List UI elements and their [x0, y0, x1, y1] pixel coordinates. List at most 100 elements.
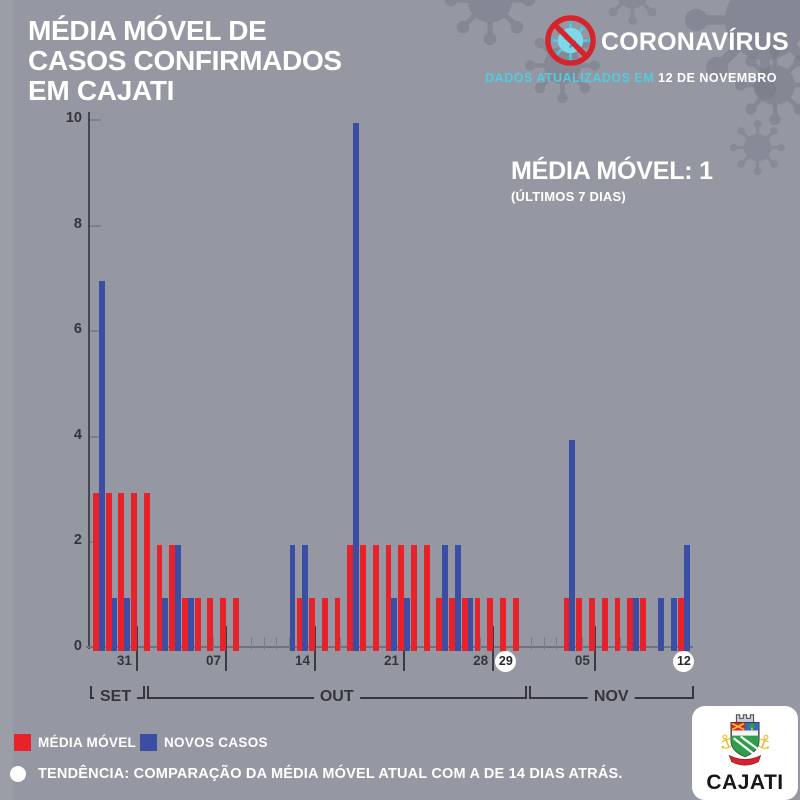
y-tick-mark: [90, 119, 101, 121]
chart-legend: MÉDIA MÓVEL NOVOS CASOS: [14, 734, 434, 756]
day-tick-mark: [543, 637, 545, 650]
x-date-badge: 29: [495, 651, 517, 672]
bar-media-movel: [334, 598, 341, 651]
bar-media-movel: [347, 545, 354, 651]
page-title: MÉDIA MÓVEL DE CASOS CONFIRMADOS EM CAJA…: [28, 16, 342, 106]
day-tick-mark: [263, 637, 265, 650]
legend-item-novos-casos: NOVOS CASOS: [140, 734, 268, 751]
bar-media-movel: [118, 492, 125, 651]
month-label-nov: NOV: [587, 688, 635, 705]
bar-media-movel: [156, 545, 163, 651]
legend-label-novos-casos: NOVOS CASOS: [164, 735, 268, 750]
bar-media-movel: [309, 598, 316, 651]
bar-media-movel: [576, 598, 583, 651]
updated-prefix: DADOS ATUALIZADOS EM: [485, 71, 655, 85]
x-tick-label: 14: [295, 653, 311, 668]
bar-media-movel: [563, 598, 570, 651]
bar-media-movel: [614, 598, 621, 651]
bar-media-movel: [639, 598, 646, 651]
bar-media-movel: [182, 598, 188, 651]
bar-media-movel: [143, 492, 150, 651]
x-tick-label: 21: [384, 653, 400, 668]
brand-block: CORONAVÍRUS: [543, 13, 789, 69]
month-bracket-out: OUT: [146, 686, 527, 705]
day-tick-mark: [505, 637, 507, 650]
bar-media-movel: [131, 492, 137, 651]
bar-novos-casos: [658, 598, 665, 651]
x-tick-line: [314, 626, 316, 671]
bar-media-movel: [601, 598, 608, 651]
x-tick-line: [136, 626, 138, 671]
day-tick-mark: [607, 637, 609, 650]
month-bracket-set: SET: [90, 686, 145, 705]
day-tick-mark: [619, 637, 621, 650]
bar-media-movel: [93, 492, 99, 651]
title-line-1: MÉDIA MÓVEL DE: [28, 15, 267, 46]
bar-media-movel: [232, 598, 239, 651]
cajati-logo-card: ⚓ ⚓ CAJATI: [692, 706, 798, 800]
x-tick-label: 31: [116, 653, 132, 668]
trend-note-text: TENDÊNCIA: COMPARAÇÃO DA MÉDIA MÓVEL ATU…: [38, 766, 623, 782]
x-date-badge: 12: [673, 651, 695, 672]
bar-media-movel: [207, 598, 214, 651]
bar-novos-casos: [162, 598, 169, 651]
day-tick-mark: [276, 637, 278, 650]
bar-novos-casos: [569, 439, 576, 651]
bar-novos-casos: [391, 598, 398, 651]
day-tick-mark: [556, 637, 558, 650]
legend-swatch-media-movel: [14, 734, 31, 751]
month-label-set: SET: [94, 688, 138, 705]
no-coronavirus-icon: [545, 15, 596, 66]
bar-novos-casos: [175, 545, 181, 651]
day-tick-mark: [518, 637, 520, 650]
y-tick-label: 6: [73, 321, 82, 338]
y-axis-line: [88, 112, 90, 649]
bar-novos-casos: [404, 598, 410, 651]
bar-media-movel: [194, 598, 201, 651]
bar-media-movel: [500, 598, 506, 651]
y-tick-mark: [90, 224, 101, 227]
bar-media-movel: [423, 545, 430, 651]
day-tick-mark: [645, 637, 647, 650]
day-tick-mark: [149, 637, 151, 650]
trend-bullet-circle: [10, 766, 26, 782]
day-tick-mark: [479, 637, 481, 650]
bar-novos-casos: [454, 545, 461, 651]
legend-swatch-novos-casos: [140, 734, 157, 751]
title-line-2: CASOS CONFIRMADOS: [28, 45, 342, 76]
bar-media-movel: [411, 545, 417, 651]
y-tick-label: 0: [73, 638, 82, 654]
x-tick-line: [225, 626, 227, 671]
day-tick-mark: [581, 637, 583, 650]
bar-media-movel: [678, 598, 684, 651]
bar-media-movel: [220, 598, 226, 651]
moving-average-highlight: MÉDIA MÓVEL: 1 (ÚLTIMOS 7 DIAS): [511, 157, 713, 204]
day-tick-mark: [327, 637, 329, 650]
bar-media-movel: [360, 545, 366, 651]
bar-novos-casos: [124, 598, 131, 651]
x-tick-label: 05: [574, 653, 590, 668]
bar-media-movel: [627, 598, 634, 651]
bar-novos-casos: [671, 598, 677, 651]
bar-media-movel: [398, 545, 405, 651]
bar-novos-casos: [467, 598, 474, 651]
bar-novos-casos: [633, 598, 639, 651]
bar-media-movel: [449, 598, 455, 651]
bar-media-movel: [372, 545, 379, 651]
trend-footnote: TENDÊNCIA: COMPARAÇÃO DA MÉDIA MÓVEL ATU…: [10, 766, 623, 782]
day-tick-mark: [365, 637, 367, 650]
legend-label-media-movel: MÉDIA MÓVEL: [38, 735, 137, 750]
title-line-3: EM CAJATI: [28, 75, 175, 106]
bar-novos-casos: [302, 545, 309, 651]
month-bracket-nov: NOV: [528, 686, 694, 705]
x-tick-line: [594, 626, 596, 671]
bar-media-movel: [385, 545, 392, 651]
day-tick-mark: [429, 637, 431, 650]
day-tick-mark: [416, 637, 418, 650]
day-tick-mark: [530, 637, 532, 650]
day-tick-mark: [250, 637, 252, 650]
day-tick-mark: [238, 637, 240, 650]
updated-line: DADOS ATUALIZADOS EM 12 DE NOVEMBRO: [450, 71, 777, 85]
bar-novos-casos: [289, 545, 296, 651]
bar-novos-casos: [111, 598, 118, 651]
